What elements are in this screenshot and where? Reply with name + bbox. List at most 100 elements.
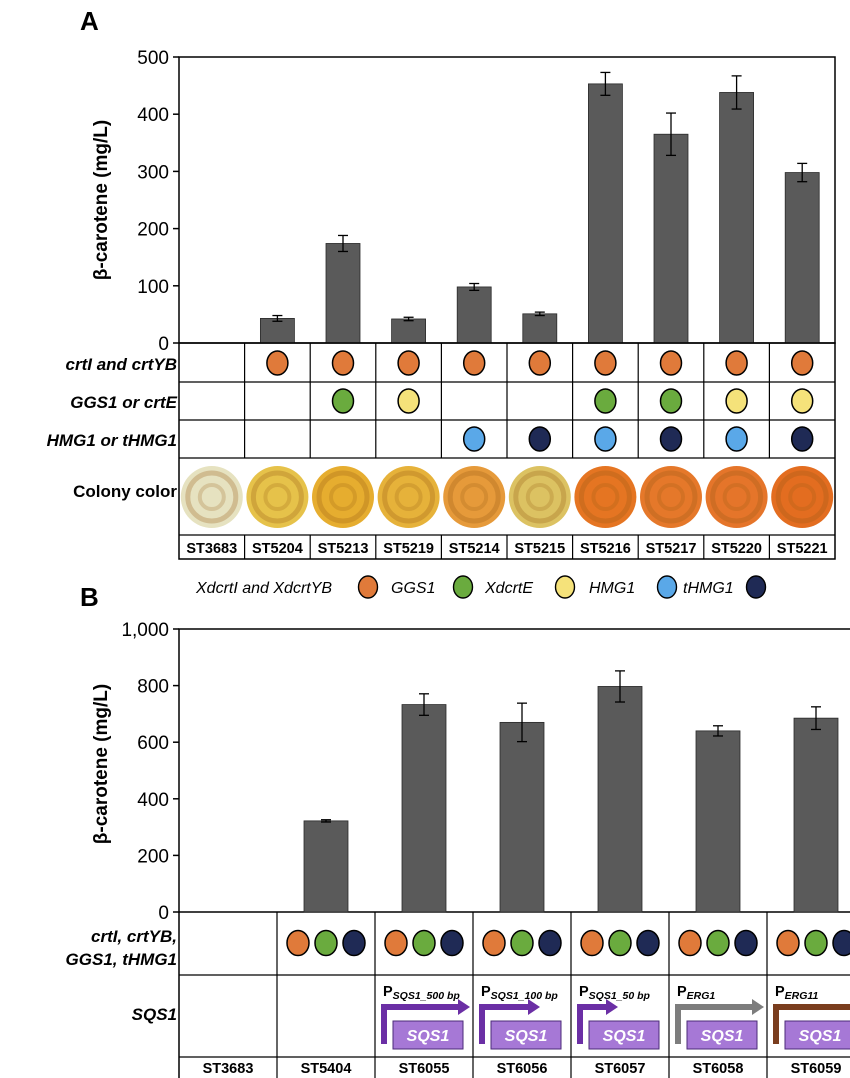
marker-dot: [384, 929, 408, 957]
bar: [719, 92, 754, 344]
promoter-label: PERG11: [775, 984, 818, 1002]
colony-texture: [722, 483, 751, 511]
bar: [391, 318, 427, 344]
promoter-construct: PERG1 SQS1: [675, 984, 764, 1050]
colony: [312, 466, 374, 528]
panel-b-table: crtI, crtYB, GGS1, tHMG1 SQS1 PSQS1_500 …: [66, 912, 850, 1078]
legend-label: XdcrtE: [484, 580, 533, 597]
marker-dot: [286, 929, 310, 957]
row-label-genes-line2: GGS1, tHMG1: [66, 950, 177, 969]
y-tick-label: 200: [137, 220, 169, 241]
y-tick-label: 200: [137, 846, 169, 867]
bar: [695, 730, 741, 913]
promoter-arrow-head: [606, 999, 618, 1015]
promoter-construct: PERG11 SQS1: [773, 984, 850, 1050]
colony: [508, 466, 571, 528]
marker-dot: [482, 929, 506, 957]
promoter-label: PSQS1_50 bp: [579, 984, 651, 1002]
marker-dot: [594, 350, 617, 376]
marker-dot: [832, 929, 850, 957]
panel-a-y-axis: 0 100 200 300 400 500: [137, 48, 179, 355]
bar: [303, 820, 349, 913]
gene-label: SQS1: [799, 1028, 842, 1045]
colony-texture: [657, 483, 685, 511]
legend-dot: [554, 575, 576, 599]
colony: [771, 466, 834, 528]
marker-dot: [397, 350, 420, 376]
y-tick-label: 100: [137, 277, 169, 298]
x-tick-label: ST5219: [383, 541, 434, 557]
gene-label: SQS1: [505, 1028, 548, 1045]
y-tick-label: 300: [137, 162, 169, 183]
bar: [597, 686, 643, 913]
colony-texture: [197, 483, 226, 511]
marker-dot: [462, 426, 486, 452]
colony: [705, 466, 768, 528]
legend-dot: [656, 575, 678, 599]
colony: [246, 466, 309, 528]
panel-b-y-axis-title: β-carotene (mg/L): [91, 684, 112, 844]
colony-texture: [460, 483, 489, 511]
marker-dot: [462, 350, 486, 376]
colony-texture: [329, 483, 357, 511]
marker-dot: [538, 929, 562, 957]
y-tick-label: 0: [158, 334, 169, 355]
colony-texture: [263, 483, 292, 511]
row-label-crt: crtI and crtYB: [66, 355, 177, 374]
legend-label: GGS1: [391, 580, 435, 597]
colony-texture: [447, 470, 501, 524]
marker-dot: [331, 350, 355, 376]
row-label-sqs1: SQS1: [132, 1005, 177, 1024]
marker-dot: [790, 426, 814, 452]
promoter-arrow: [577, 1004, 608, 1044]
marker-dot: [659, 388, 683, 414]
colony-texture: [250, 470, 304, 524]
y-tick-label: 600: [137, 733, 169, 754]
row-label-genes-line1: crtI, crtYB,: [91, 927, 177, 946]
legend-label: HMG1: [589, 580, 635, 597]
marker-dot: [636, 929, 660, 957]
marker-dot: [594, 426, 617, 452]
marker-dot: [314, 929, 338, 957]
x-tick-label: ST3683: [186, 541, 237, 557]
marker-dot: [331, 388, 355, 414]
colony-texture: [788, 483, 817, 511]
colony-texture: [710, 470, 764, 524]
row-label-colony: Colony color: [73, 482, 177, 501]
panel-b-label: B: [80, 582, 99, 612]
x-tick-label: ST6057: [595, 1061, 646, 1077]
colony-texture: [591, 483, 620, 511]
panel-a-legend: XdcrtI and XdcrtYB GGS1 XdcrtE HMG1 tHMG1: [195, 575, 767, 599]
colony: [640, 466, 702, 528]
colony: [180, 466, 243, 528]
colony-texture: [316, 470, 370, 524]
gene-box: [686, 1020, 758, 1050]
gene-label: SQS1: [701, 1028, 744, 1045]
promoter-construct: PSQS1_500 bp SQS1: [381, 984, 470, 1050]
x-tick-label: ST6056: [497, 1061, 548, 1077]
bar: [456, 286, 492, 344]
y-tick-label: 400: [137, 105, 169, 126]
colony-texture: [394, 483, 423, 511]
colony-texture: [525, 483, 554, 511]
gene-box: [490, 1020, 562, 1050]
bar: [499, 721, 545, 913]
colony-texture: [513, 470, 567, 524]
marker-dot: [790, 350, 814, 376]
colony: [574, 466, 637, 528]
x-tick-label: ST5404: [301, 1061, 352, 1077]
x-tick-label: ST6055: [399, 1061, 450, 1077]
gene-label: SQS1: [603, 1028, 646, 1045]
marker-dot: [776, 929, 800, 957]
colony-texture: [775, 470, 829, 524]
x-tick-label: ST3683: [203, 1061, 254, 1077]
colony-texture: [185, 470, 239, 524]
promoter-label: PSQS1_500 bp: [383, 984, 460, 1002]
colony: [443, 466, 506, 528]
x-tick-label: ST5221: [777, 541, 828, 557]
promoter-label: PERG1: [677, 984, 715, 1002]
row-label-hmg: HMG1 or tHMG1: [47, 431, 177, 450]
marker-dot: [706, 929, 730, 957]
marker-dot: [725, 350, 748, 376]
